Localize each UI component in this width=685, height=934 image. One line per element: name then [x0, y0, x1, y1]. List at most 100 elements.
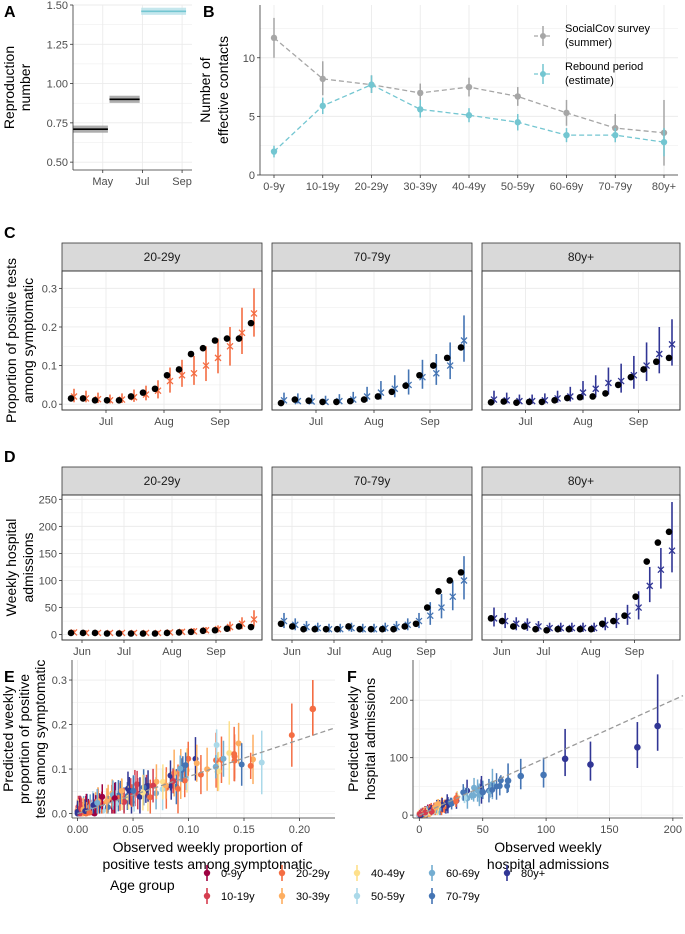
predicted-point	[438, 604, 445, 611]
x-tick-label: Sep	[206, 646, 226, 658]
x-axis-title: Observed weekly	[494, 839, 601, 855]
observed-point	[551, 397, 558, 404]
observed-point	[374, 393, 382, 400]
observed-point	[91, 629, 99, 637]
legend-key-point	[540, 33, 546, 39]
observed-point	[598, 620, 606, 628]
x-tick-label: 100	[537, 824, 555, 836]
observed-point	[457, 569, 465, 576]
observed-point	[640, 366, 647, 373]
y-tick-label: 0.2	[52, 720, 67, 732]
panel-letter-e: E	[4, 669, 15, 686]
x-tick-label: Jul	[536, 646, 550, 658]
facet-panel-border	[61, 270, 263, 411]
x-tick-label: Sep	[172, 176, 192, 188]
observed-point	[610, 617, 617, 625]
scatter-point	[104, 804, 111, 811]
scatter-point	[193, 760, 200, 767]
y-axis-title: Predicted weekly	[0, 686, 16, 792]
observed-point	[115, 397, 123, 404]
x-tick-label: 50-59y	[501, 181, 535, 193]
y-tick-label: 0.0	[52, 809, 67, 821]
x-tick-label: Jun	[283, 646, 301, 658]
series-line	[273, 84, 665, 153]
facet-strip-label: 70-79y	[354, 474, 391, 488]
observed-point	[103, 397, 111, 404]
x-axis-title: hospital admissions	[487, 856, 609, 872]
observed-point	[345, 623, 352, 630]
scatter-point	[470, 792, 477, 799]
observed-point	[311, 625, 319, 633]
x-tick-label: Aug	[581, 646, 601, 658]
predicted-point	[426, 612, 434, 620]
predicted-point	[635, 604, 643, 611]
x-tick-label: 0.10	[178, 824, 199, 836]
predicted-point	[250, 310, 258, 317]
facet-strip	[61, 242, 263, 272]
y-tick-label: 250	[39, 494, 57, 506]
predicted-point	[668, 340, 676, 348]
observed-point	[563, 394, 571, 402]
predicted-point	[202, 362, 210, 370]
scatter-point	[134, 781, 141, 788]
observed-point	[430, 362, 437, 369]
observed-point	[163, 629, 171, 637]
scatter-point	[212, 763, 219, 770]
x-tick-label: Sep	[625, 646, 645, 658]
scatter-point	[139, 789, 146, 796]
predicted-point	[460, 337, 468, 344]
observed-point	[305, 397, 312, 405]
observed-point	[652, 358, 660, 366]
observed-point	[446, 577, 454, 584]
observed-point	[187, 350, 195, 358]
legend-label: 50-59y	[371, 891, 405, 903]
y-axis-title: admissions	[20, 532, 36, 602]
observed-point	[401, 623, 409, 630]
scatter-point	[185, 755, 192, 762]
series-point	[417, 106, 424, 113]
legend-key-point	[428, 869, 436, 877]
observed-point	[79, 629, 87, 637]
x-tick-label: Jul	[117, 646, 131, 658]
predicted-point	[178, 371, 186, 379]
observed-point	[322, 625, 330, 633]
observed-point	[435, 588, 442, 595]
panel-letter-f: F	[347, 669, 357, 686]
observed-point	[247, 319, 255, 327]
scatter-point	[181, 777, 188, 784]
x-tick-label: 0	[416, 824, 422, 836]
series-point	[514, 119, 521, 126]
observed-point	[538, 398, 546, 406]
observed-point	[576, 625, 584, 633]
observed-point	[211, 626, 219, 634]
observed-point	[500, 398, 508, 405]
observed-point	[235, 623, 243, 630]
x-tick-label: 40-49y	[452, 181, 486, 193]
series-point	[660, 138, 668, 146]
scatter-point	[654, 722, 661, 730]
x-tick-label: Sep	[416, 646, 436, 658]
scatter-point	[416, 811, 423, 818]
y-tick-label: 0.1	[52, 764, 67, 776]
observed-point	[443, 354, 451, 362]
scatter-point	[561, 755, 569, 763]
observed-point	[521, 623, 528, 630]
facet-70-79y: 70-79y Jun Jul Aug Sep	[271, 466, 473, 658]
x-tick-label: Jun	[73, 646, 91, 658]
observed-point	[67, 629, 75, 637]
predicted-point	[214, 354, 222, 362]
scatter-point	[250, 756, 257, 763]
x-tick-label: 0.15	[233, 824, 254, 836]
x-tick-label: Aug	[573, 416, 593, 428]
panel-b-effective-contacts: 0 5 10 0-9y 10-19y 20-29y 30-39y 40-49y 50-59y 60…	[197, 5, 678, 193]
observed-point	[602, 390, 609, 397]
identity-line	[419, 695, 684, 816]
scatter-point	[215, 768, 222, 775]
observed-point	[211, 337, 219, 344]
facet-strip	[271, 466, 473, 496]
x-tick-label: 60-69y	[550, 181, 584, 193]
scatter-point	[99, 793, 106, 800]
x-tick-label: 20-29y	[355, 181, 389, 193]
